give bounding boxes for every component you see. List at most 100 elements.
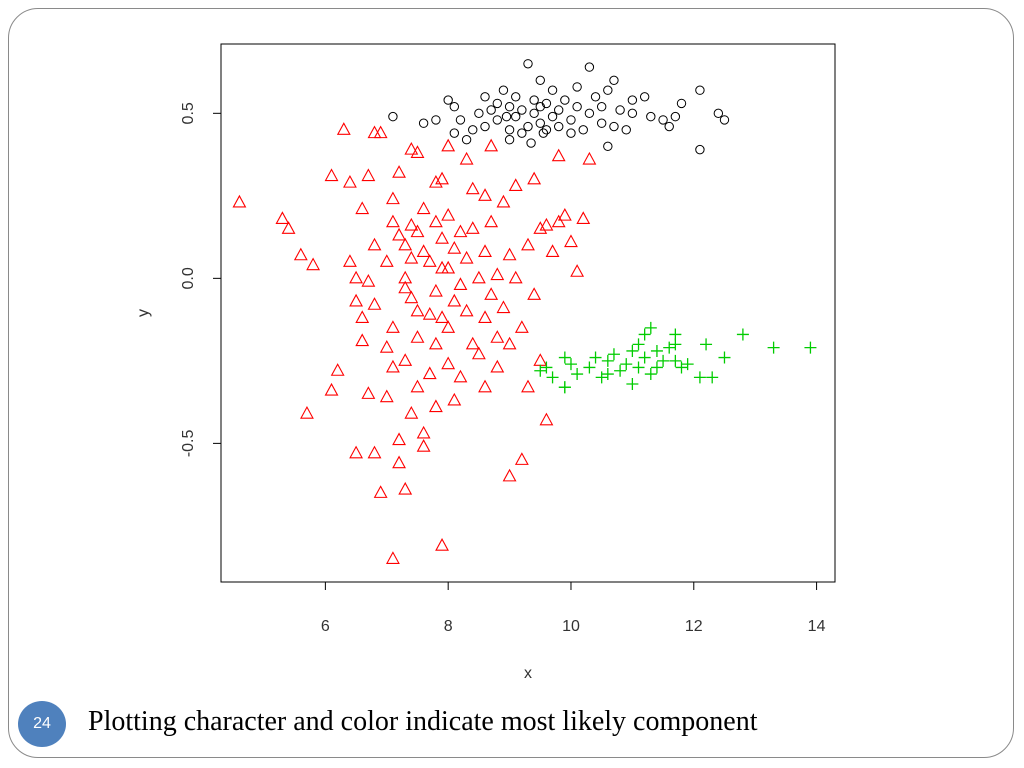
point-circle	[609, 121, 619, 132]
point-triangle	[306, 257, 321, 271]
point-triangle	[539, 217, 554, 231]
point-triangle	[428, 336, 443, 350]
point-triangle	[478, 310, 492, 324]
point-triangle	[275, 211, 290, 224]
point-circle	[504, 102, 515, 112]
point-circle	[627, 95, 638, 105]
point-triangle	[367, 125, 382, 139]
point-triangle	[533, 353, 548, 366]
point-triangle	[582, 151, 597, 165]
point-triangle	[343, 254, 357, 267]
point-triangle	[514, 320, 529, 333]
point-triangle	[539, 412, 554, 426]
point-circle	[615, 105, 625, 115]
point-circle	[529, 95, 539, 105]
scatter-chart: 6 8 10 12 14 -0.5 0.0 0.5 x y	[135, 43, 836, 682]
point-plus	[540, 361, 553, 374]
point-triangle	[570, 264, 585, 277]
point-plus	[595, 371, 608, 384]
point-circle	[547, 111, 558, 122]
point-circle	[627, 108, 638, 119]
point-triangle	[435, 260, 449, 274]
point-triangle	[361, 273, 376, 287]
point-circle	[455, 115, 466, 125]
point-triangle	[422, 254, 437, 267]
point-triangle	[447, 392, 462, 406]
point-circle	[511, 111, 521, 122]
x-tick-label: 10	[562, 618, 580, 635]
point-triangle	[361, 168, 376, 182]
point-plus	[620, 358, 633, 371]
point-circle	[511, 92, 521, 102]
y-tick-label: 0.0	[180, 267, 197, 289]
point-circle	[621, 125, 631, 135]
point-plus	[700, 338, 713, 351]
point-triangle	[441, 260, 456, 274]
point-circle	[498, 85, 509, 95]
point-plus	[564, 358, 577, 371]
point-circle	[658, 115, 668, 125]
point-triangle	[324, 168, 339, 182]
point-triangle	[502, 336, 517, 350]
point-triangle	[490, 359, 505, 373]
point-triangle	[373, 125, 388, 139]
x-tick-label: 12	[685, 618, 703, 635]
point-triangle	[551, 148, 566, 162]
point-plus	[706, 371, 719, 384]
point-plus	[607, 348, 620, 361]
point-circle	[560, 95, 570, 105]
point-circle	[492, 115, 502, 125]
point-plus	[534, 364, 547, 377]
point-triangle	[361, 386, 376, 399]
point-triangle	[496, 300, 511, 314]
point-triangle	[349, 270, 364, 284]
point-plus	[693, 371, 706, 384]
point-circle	[517, 128, 527, 138]
point-circle	[584, 108, 595, 119]
point-triangle	[324, 382, 339, 396]
point-triangle	[293, 247, 308, 261]
point-circle	[523, 59, 533, 69]
point-triangle	[379, 340, 394, 353]
x-axis-label: x	[524, 665, 532, 682]
point-triangle	[441, 138, 456, 152]
point-triangle	[484, 138, 499, 152]
point-circle	[535, 75, 545, 86]
point-triangle	[398, 280, 413, 294]
point-triangle	[435, 171, 449, 185]
point-plus	[669, 338, 682, 351]
point-circle	[443, 95, 453, 105]
point-circle	[603, 141, 613, 152]
point-circle	[670, 111, 681, 122]
point-triangle	[435, 538, 449, 551]
point-plus	[614, 364, 627, 377]
x-tick-label: 14	[808, 618, 826, 635]
point-triangle	[447, 240, 462, 254]
point-circle	[572, 82, 582, 92]
point-plus	[736, 328, 749, 341]
point-triangle	[385, 191, 400, 205]
point-triangle	[392, 432, 406, 446]
point-plus	[626, 377, 639, 390]
point-triangle	[441, 207, 456, 221]
point-circle	[538, 128, 549, 138]
point-circle	[449, 128, 460, 138]
point-triangle	[478, 379, 492, 393]
point-triangle	[398, 481, 413, 495]
point-circle	[535, 102, 545, 112]
point-triangle	[367, 297, 382, 310]
point-triangle	[478, 188, 492, 201]
point-circle	[480, 121, 490, 132]
point-triangle	[465, 181, 480, 195]
point-triangle	[398, 353, 413, 366]
point-triangle	[385, 359, 400, 373]
point-triangle	[471, 346, 486, 360]
point-plus	[626, 344, 639, 357]
point-plus	[571, 368, 584, 381]
point-circle	[695, 85, 705, 95]
point-circle	[501, 111, 512, 122]
point-triangle	[404, 250, 419, 264]
point-triangle	[453, 224, 468, 238]
point-circle	[474, 108, 484, 119]
point-triangle	[373, 485, 388, 498]
